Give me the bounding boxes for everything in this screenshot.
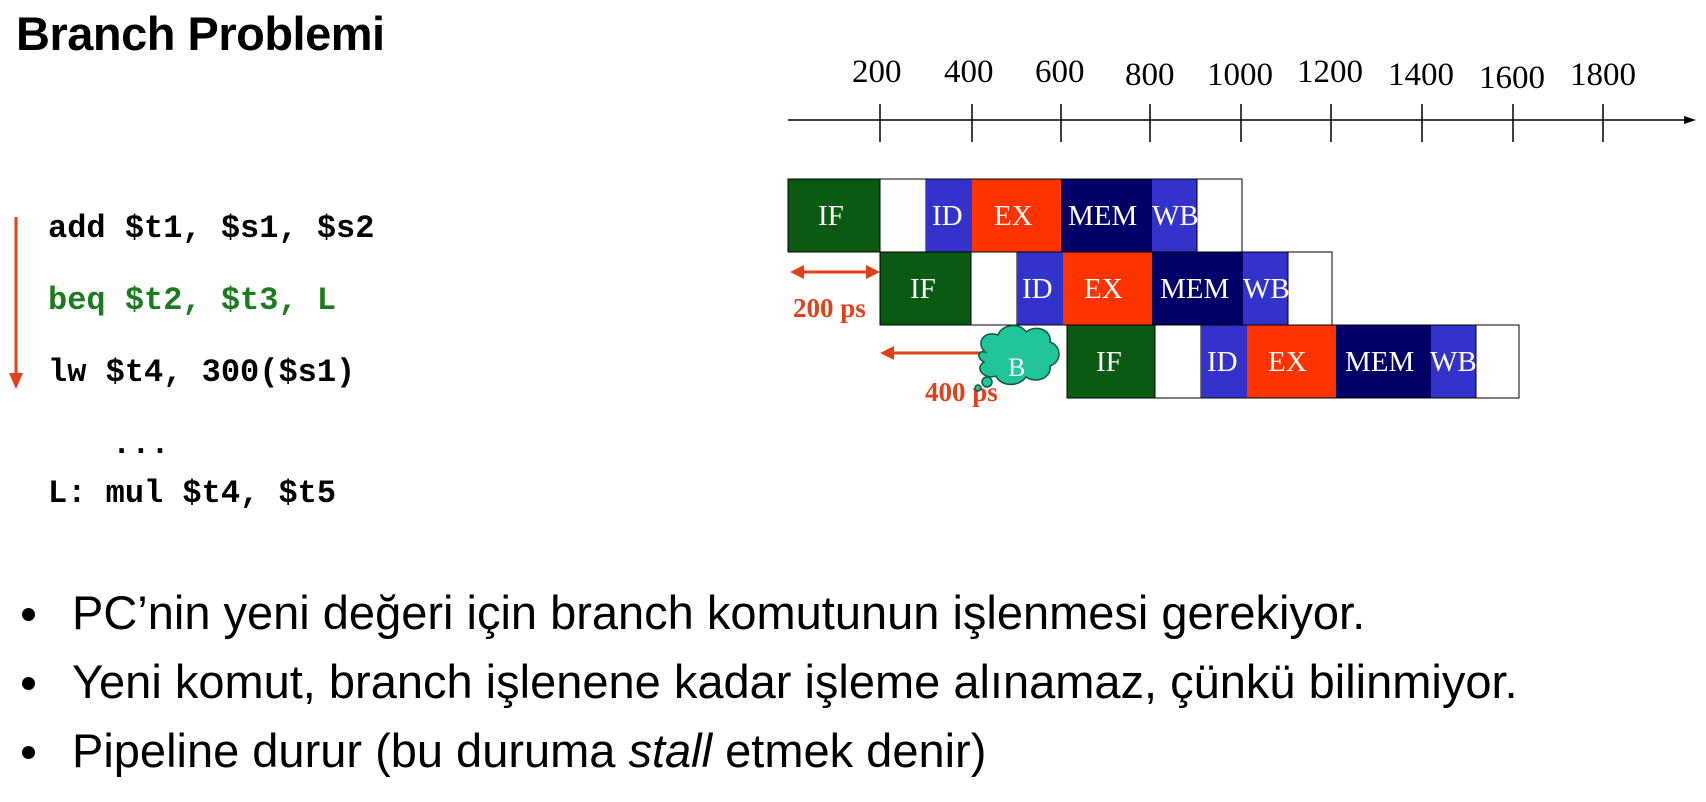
bullet-text-pre: Pipeline durur (bu duruma — [72, 724, 629, 777]
stage-if-box — [788, 179, 880, 252]
code-line-add: add $t1, $s1, $s2 — [48, 210, 375, 247]
stage-label-mem: MEM — [1345, 346, 1414, 378]
stage-label-if: IF — [1096, 346, 1122, 378]
bullet-item: PC’nin yeni değeri için branch komutunun… — [22, 585, 1518, 654]
bullet-item: Yeni komut, branch işlenene kadar işleme… — [22, 654, 1518, 723]
stage-mem-box — [1336, 325, 1431, 398]
bullet-text-emphasis: stall — [628, 724, 713, 777]
stage-label-id: ID — [1207, 346, 1238, 378]
tick-label-200: 200 — [852, 54, 902, 90]
delay-label-200ps: 200 ps — [793, 293, 866, 323]
tick-label-1600: 1600 — [1479, 60, 1545, 96]
tick-label-1800: 1800 — [1570, 57, 1636, 93]
stage-label-id: ID — [932, 200, 963, 232]
time-axis: 200 400 600 800 1000 1200 1400 1600 1800 — [788, 54, 1696, 142]
stage-gap-box — [1154, 324, 1202, 399]
stage-label-mem: MEM — [1160, 273, 1229, 305]
stall-bubble-cloud — [974, 324, 1060, 392]
stage-ex-box — [1063, 252, 1152, 325]
tick-label-1400: 1400 — [1388, 57, 1454, 93]
bullet-item: Pipeline durur (bu duruma stall etmek de… — [22, 723, 1518, 792]
stage-label-ex: EX — [1268, 346, 1307, 378]
stage-gap-box — [879, 178, 927, 253]
stage-wb-box — [1431, 325, 1476, 398]
code-line-lw: lw $t4, 300($s1) — [48, 354, 356, 391]
stage-label-ex: EX — [994, 200, 1033, 232]
tick-label-800: 800 — [1125, 57, 1175, 93]
code-line-label-mul: L: mul $t4, $t5 — [48, 475, 337, 512]
stage-label-if: IF — [818, 200, 844, 232]
stage-if-box — [1067, 325, 1155, 398]
stage-label-wb: WB — [1152, 200, 1199, 232]
stage-label-mem: MEM — [1068, 200, 1137, 232]
stage-id-box — [926, 179, 972, 252]
slide-title: Branch Problemi — [16, 7, 385, 60]
stage-wb-box — [1152, 179, 1197, 252]
bullet-text: PC’nin yeni değeri için branch komutunun… — [72, 586, 1366, 639]
stage-mem-box — [1061, 179, 1152, 252]
stage-tail-box — [1287, 251, 1333, 326]
bullet-dot-icon — [22, 746, 35, 759]
stage-tail-box — [1196, 178, 1243, 253]
bullet-list: PC’nin yeni değeri için branch komutunun… — [22, 585, 1518, 792]
program-order-arrow — [9, 217, 23, 389]
stage-if-box — [880, 252, 971, 325]
stage-label-wb: WB — [1430, 346, 1477, 378]
tick-label-600: 600 — [1035, 54, 1085, 90]
tick-label-1000: 1000 — [1207, 57, 1273, 93]
delay-arrow-400ps — [880, 346, 990, 360]
code-line-beq: beq $t2, $t3, L — [48, 282, 337, 319]
stage-tail-box — [1475, 324, 1520, 399]
tick-label-1200: 1200 — [1297, 54, 1363, 90]
stall-bubble-label: B — [1008, 353, 1025, 382]
pipeline-row-add: IF ID EX MEM WB — [787, 178, 1243, 253]
stage-id-box — [1017, 252, 1063, 325]
stage-label-id: ID — [1022, 273, 1053, 305]
pipeline-row-beq: IF ID EX MEM WB — [879, 251, 1333, 326]
stage-ex-box — [1247, 325, 1336, 398]
pipeline-row-lw: IF ID EX MEM WB — [1066, 324, 1520, 399]
code-line-ellipsis: ... — [112, 426, 170, 463]
stage-label-ex: EX — [1084, 273, 1123, 305]
stage-gap-box — [970, 251, 1018, 326]
bullet-dot-icon — [22, 608, 35, 621]
stage-wb-box — [1243, 252, 1288, 325]
pipeline-diagram: 200 400 600 800 1000 1200 1400 1600 1800… — [787, 54, 1696, 407]
bullet-text-post: etmek denir) — [712, 724, 987, 777]
stage-ex-box — [972, 179, 1061, 252]
stage-label-if: IF — [910, 273, 936, 305]
tick-label-400: 400 — [944, 54, 994, 90]
stage-mem-box — [1152, 252, 1243, 325]
delay-arrow-200ps — [790, 265, 880, 279]
bullet-text: Yeni komut, branch işlenene kadar işleme… — [72, 655, 1518, 708]
bullet-dot-icon — [22, 677, 35, 690]
stage-label-wb: WB — [1243, 273, 1290, 305]
stage-id-box — [1201, 325, 1247, 398]
